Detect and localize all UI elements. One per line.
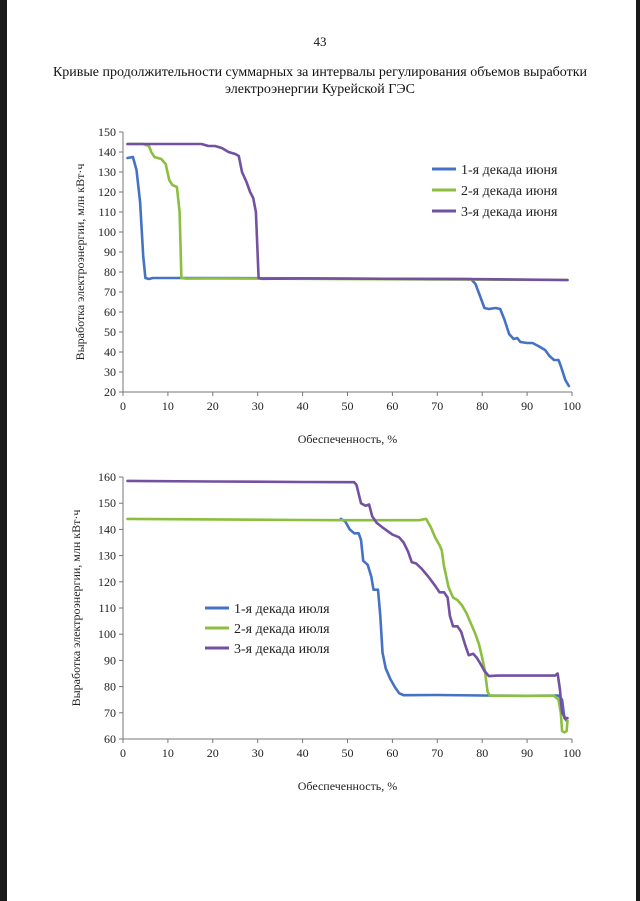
legend-label-2: 2-я декада июня <box>461 184 558 199</box>
x-tick-label: 0 <box>120 399 126 413</box>
x-tick-label: 20 <box>207 746 219 760</box>
june-chart: 20 30 40 50 60 70 80 90 100 110 120 130 140 150 0 10 20 3… <box>73 125 581 446</box>
y-tick-label: 90 <box>104 245 116 259</box>
y-tick-label: 130 <box>98 165 116 179</box>
x-tick-label: 10 <box>162 399 174 413</box>
series-line-1 <box>126 155 571 388</box>
y-tick-label: 130 <box>98 549 116 563</box>
y-tick-label: 150 <box>98 496 116 510</box>
legend-label-3: 3-я декада июля <box>234 642 330 657</box>
y-tick-label: 70 <box>104 285 116 299</box>
y-tick-label: 40 <box>104 345 116 359</box>
page-title: Кривые продолжительности суммарных за ин… <box>40 64 600 98</box>
x-tick-label: 90 <box>521 746 533 760</box>
x-tick-label: 90 <box>521 399 533 413</box>
series-line-3 <box>126 142 569 282</box>
y-tick-label: 80 <box>104 265 116 279</box>
y-tick-label: 110 <box>98 601 116 615</box>
x-tick-label: 10 <box>162 746 174 760</box>
y-tick-label: 140 <box>98 145 116 159</box>
x-tick-label: 0 <box>120 746 126 760</box>
y-tick-label: 100 <box>98 225 116 239</box>
x-axis-title: Обеспеченность, % <box>298 432 398 446</box>
y-tick-label: 30 <box>104 365 116 379</box>
x-tick-label: 80 <box>476 399 488 413</box>
y-tick-label: 50 <box>104 325 116 339</box>
y-tick-label: 160 <box>98 470 116 484</box>
x-tick-label: 20 <box>207 399 219 413</box>
july-chart: 60 70 80 90 100 110 120 130 140 150 160 0 10 20 30 40 50… <box>69 470 581 793</box>
legend-label-1: 1-я декада июня <box>461 163 558 178</box>
legend-label-3: 3-я декада июня <box>461 205 558 220</box>
page-number: 43 <box>313 34 327 49</box>
x-tick-label: 50 <box>342 399 354 413</box>
y-tick-label: 140 <box>98 522 116 536</box>
y-tick-label: 120 <box>98 575 116 589</box>
series-line-1 <box>339 517 568 722</box>
scan-left-edge <box>0 0 7 901</box>
x-tick-label: 100 <box>563 746 581 760</box>
x-tick-label: 80 <box>476 746 488 760</box>
x-tick-label: 60 <box>386 399 398 413</box>
y-tick-label: 60 <box>104 305 116 319</box>
page-title-line-2: электроэнергии Курейской ГЭС <box>225 82 415 97</box>
y-axis-title: Выработка электроэнергии, млн кВт·ч <box>73 164 87 361</box>
y-tick-label: 150 <box>98 125 116 139</box>
x-tick-label: 30 <box>252 746 264 760</box>
x-tick-label: 40 <box>297 399 309 413</box>
series-line-2 <box>126 517 569 734</box>
x-axis-title: Обеспеченность, % <box>298 779 398 793</box>
y-axis-title: Выработка электроэнергии, млн кВт·ч <box>69 510 83 707</box>
x-tick-label: 70 <box>431 399 443 413</box>
y-tick-label: 20 <box>104 385 116 399</box>
x-tick-label: 30 <box>252 399 264 413</box>
y-tick-label: 70 <box>104 706 116 720</box>
x-tick-label: 60 <box>386 746 398 760</box>
x-tick-label: 40 <box>297 746 309 760</box>
y-tick-label: 90 <box>104 653 116 667</box>
y-tick-label: 120 <box>98 185 116 199</box>
y-tick-label: 110 <box>98 205 116 219</box>
x-tick-label: 100 <box>563 399 581 413</box>
legend-label-1: 1-я декада июля <box>234 602 330 617</box>
series-line-3 <box>126 479 569 720</box>
y-tick-label: 80 <box>104 680 116 694</box>
scan-right-edge <box>636 0 640 901</box>
x-tick-label: 50 <box>342 746 354 760</box>
y-tick-label: 100 <box>98 627 116 641</box>
legend-label-2: 2-я декада июля <box>234 622 330 637</box>
y-tick-label: 60 <box>104 732 116 746</box>
x-tick-label: 70 <box>431 746 443 760</box>
page-title-line-1: Кривые продолжительности суммарных за ин… <box>52 65 588 80</box>
